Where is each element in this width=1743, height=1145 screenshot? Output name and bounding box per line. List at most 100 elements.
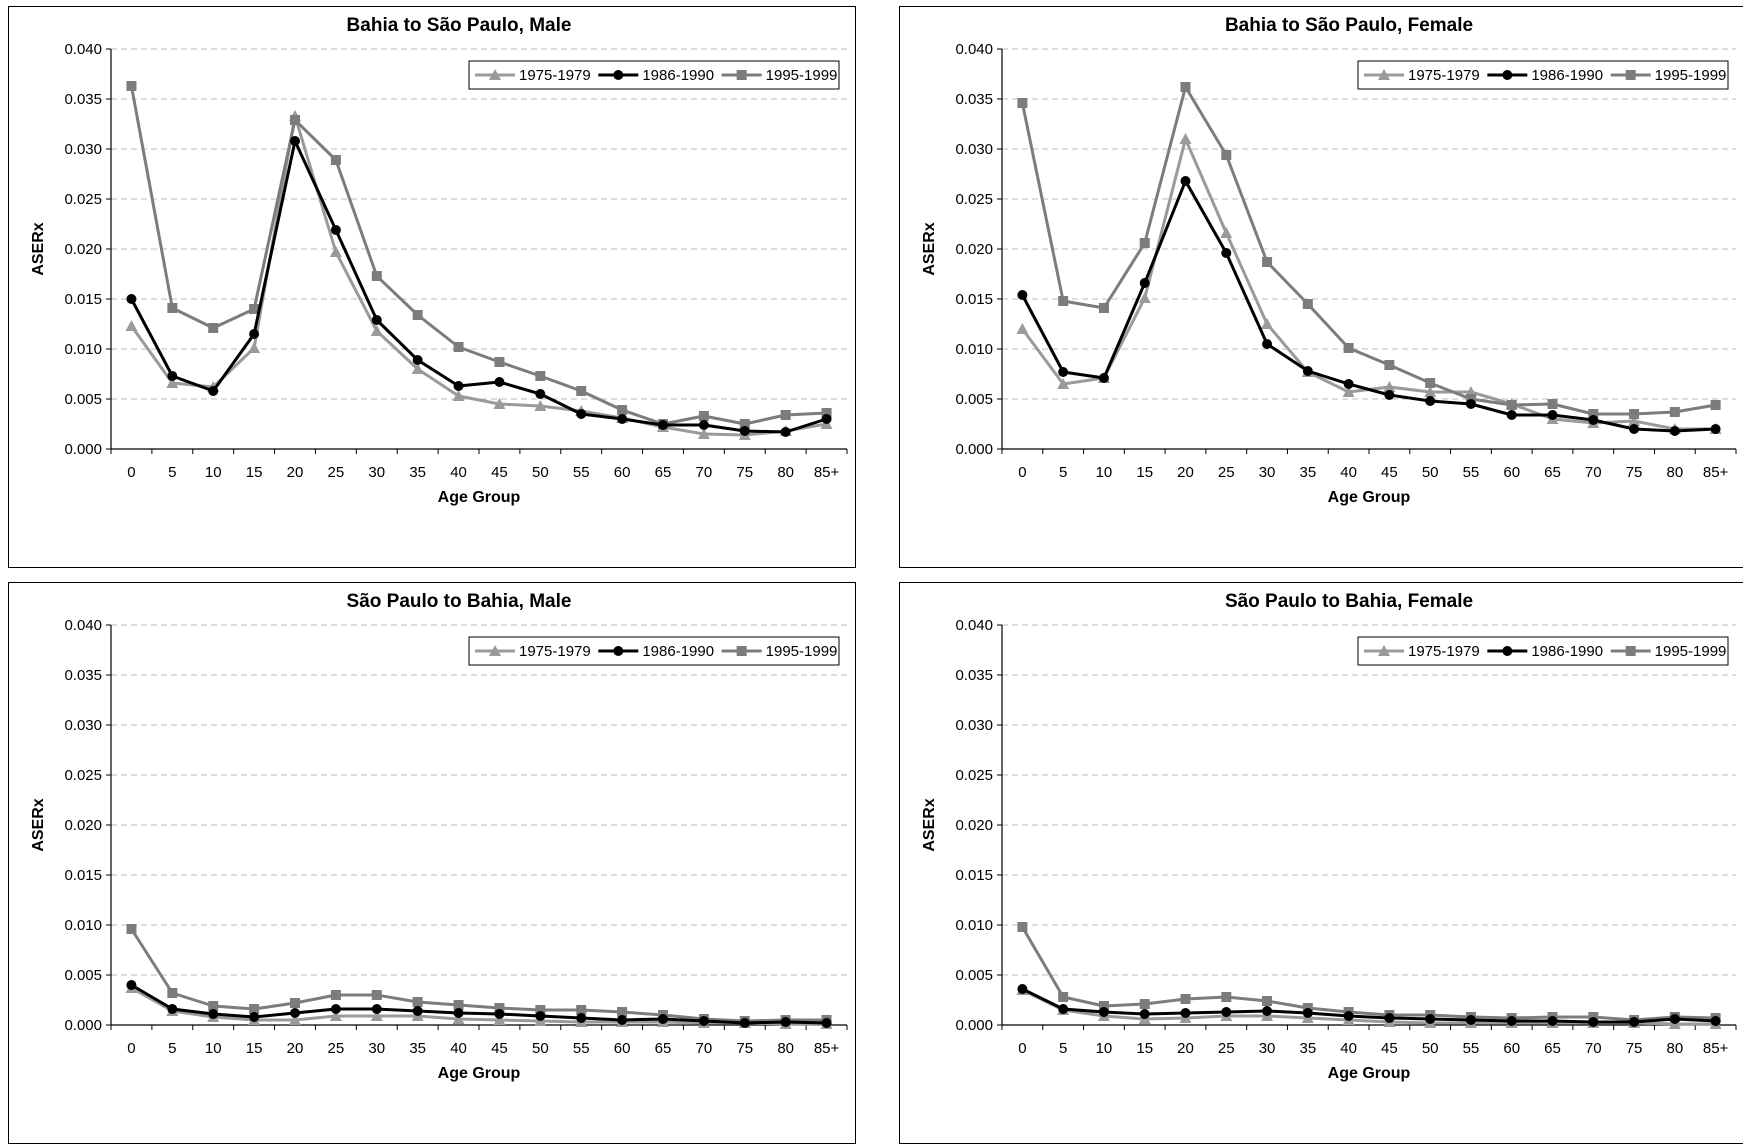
chart-title: São Paulo to Bahia, Female — [1225, 591, 1473, 612]
y-tick-label: 0.010 — [64, 917, 102, 934]
series-line — [130, 139, 828, 434]
x-tick-label: 85+ — [814, 464, 840, 481]
y-tick-label: 0.025 — [955, 767, 993, 784]
data-point — [1139, 238, 1150, 248]
data-point — [1180, 176, 1191, 186]
data-point — [249, 304, 260, 314]
data-point — [1262, 996, 1273, 1006]
x-tick-label: 75 — [1626, 464, 1643, 481]
x-axis-title: Age Group — [1328, 1065, 1411, 1082]
data-point — [411, 363, 424, 374]
legend-marker — [1502, 70, 1513, 80]
data-point — [1506, 410, 1517, 420]
x-tick-label: 45 — [1381, 464, 1398, 481]
series-1975-1979 — [125, 110, 833, 440]
x-tick-label: 75 — [736, 464, 753, 481]
data-point — [289, 1014, 301, 1025]
x-tick-label: 35 — [409, 1040, 426, 1057]
legend-marker — [489, 69, 501, 80]
series-1995-1999 — [1017, 82, 1721, 419]
y-tick-label: 0.040 — [955, 617, 993, 634]
data-point — [1098, 1007, 1109, 1017]
data-point — [329, 246, 342, 257]
data-point — [698, 1016, 709, 1026]
x-tick-label: 25 — [328, 1040, 345, 1057]
legend-marker — [1502, 646, 1513, 656]
y-tick-label: 0.020 — [64, 241, 102, 258]
data-point — [412, 355, 423, 365]
x-tick-label: 10 — [1096, 1040, 1113, 1057]
x-tick-label: 10 — [205, 464, 222, 481]
data-point — [535, 389, 546, 399]
data-point — [1098, 1001, 1109, 1011]
data-point — [1343, 343, 1354, 353]
data-point — [1343, 1011, 1354, 1021]
data-point — [1139, 278, 1150, 288]
y-tick-label: 0.040 — [64, 617, 102, 634]
y-tick-label: 0.020 — [955, 241, 993, 258]
data-point — [167, 371, 178, 381]
data-point — [1588, 415, 1599, 425]
data-point — [1384, 390, 1395, 400]
data-point — [494, 357, 505, 367]
data-point — [1221, 248, 1232, 258]
x-tick-label: 25 — [328, 464, 345, 481]
y-tick-label: 0.005 — [955, 391, 993, 408]
data-point — [370, 1010, 383, 1021]
data-point — [453, 1008, 464, 1018]
x-tick-label: 80 — [777, 1040, 794, 1057]
x-tick-label: 65 — [655, 1040, 672, 1057]
data-point — [412, 1006, 423, 1016]
legend-label: 1986-1990 — [642, 643, 714, 660]
data-point — [1506, 400, 1517, 410]
data-point — [371, 315, 382, 325]
x-tick-label: 10 — [205, 1040, 222, 1057]
x-tick-label: 25 — [1218, 1040, 1235, 1057]
data-point — [1629, 409, 1640, 419]
data-point — [1098, 373, 1109, 383]
data-point — [739, 1018, 750, 1028]
data-point — [208, 323, 219, 333]
data-point — [1017, 984, 1028, 994]
y-axis-title: ASERx — [30, 798, 47, 851]
data-point — [1017, 290, 1028, 300]
x-tick-label: 55 — [573, 1040, 590, 1057]
data-point — [739, 419, 750, 429]
y-tick-label: 0.030 — [955, 141, 993, 158]
series-line — [1020, 85, 1716, 416]
data-point — [330, 155, 341, 165]
legend-marker — [1625, 646, 1636, 656]
data-point — [1710, 400, 1721, 410]
x-tick-label: 5 — [168, 464, 176, 481]
y-tick-label: 0.020 — [955, 817, 993, 834]
chart-panel-sp-bahia-female: São Paulo to Bahia, Female 0.000 0.005 0.01… — [899, 582, 1743, 1144]
x-tick-label: 80 — [1666, 1040, 1683, 1057]
y-tick-label: 0.025 — [955, 191, 993, 208]
data-point — [290, 115, 300, 125]
x-tick-label: 60 — [614, 1040, 631, 1057]
y-axis-title: ASERx — [30, 222, 47, 275]
x-tick-label: 30 — [368, 464, 385, 481]
data-point — [1384, 360, 1395, 370]
data-point — [412, 997, 423, 1007]
data-point — [208, 386, 219, 396]
y-axis-title: ASERx — [921, 222, 938, 275]
y-tick-label: 0.030 — [64, 717, 102, 734]
data-point — [1629, 424, 1640, 434]
data-point — [617, 405, 628, 415]
data-point — [617, 1007, 628, 1017]
x-tick-label: 40 — [450, 1040, 467, 1057]
data-point — [1016, 323, 1029, 334]
data-point — [1384, 1013, 1395, 1023]
legend-label: 1986-1990 — [1531, 67, 1603, 84]
x-tick-label: 40 — [1340, 1040, 1357, 1057]
x-tick-label: 85+ — [1703, 1040, 1729, 1057]
series-1995-1999 — [126, 81, 832, 429]
data-point — [780, 1017, 791, 1027]
data-point — [1058, 992, 1069, 1002]
data-point — [698, 420, 709, 430]
data-point — [371, 271, 382, 281]
legend-marker — [736, 646, 747, 656]
data-point — [412, 310, 423, 320]
y-tick-label: 0.035 — [64, 91, 102, 108]
